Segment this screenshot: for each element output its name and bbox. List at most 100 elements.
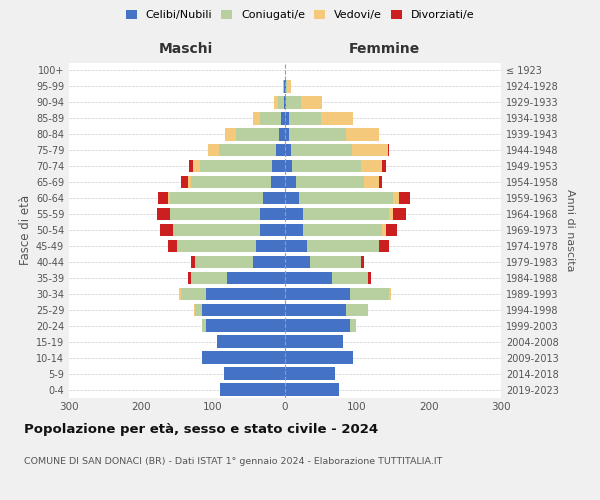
Bar	[194, 304, 195, 316]
Bar	[158, 192, 169, 204]
Bar	[310, 256, 361, 268]
Bar	[285, 240, 307, 252]
Bar	[195, 304, 202, 316]
Bar	[179, 288, 181, 300]
Bar	[188, 272, 191, 284]
Bar	[208, 144, 219, 156]
Bar	[200, 160, 272, 172]
Bar	[364, 176, 379, 188]
Bar	[225, 128, 236, 140]
Bar	[332, 272, 368, 284]
Bar	[191, 256, 195, 268]
Bar	[173, 224, 260, 236]
Bar	[379, 176, 382, 188]
Bar	[206, 288, 285, 300]
Bar	[379, 240, 389, 252]
Bar	[285, 272, 332, 284]
Bar	[256, 240, 285, 252]
Bar	[285, 80, 286, 92]
Bar	[389, 288, 391, 300]
Bar	[224, 368, 285, 380]
Bar	[227, 272, 285, 284]
Bar	[277, 144, 285, 156]
Bar	[191, 272, 227, 284]
Bar	[399, 192, 410, 204]
Bar	[157, 208, 170, 220]
Bar	[388, 144, 389, 156]
Bar	[191, 176, 271, 188]
Bar	[285, 256, 310, 268]
Bar	[260, 224, 285, 236]
Bar	[260, 112, 281, 124]
Bar	[263, 192, 285, 204]
Bar	[285, 352, 353, 364]
Bar	[272, 160, 285, 172]
Bar	[321, 112, 353, 124]
Bar	[285, 224, 303, 236]
Bar	[195, 256, 253, 268]
Bar	[284, 96, 285, 108]
Text: Popolazione per età, sesso e stato civile - 2024: Popolazione per età, sesso e stato civil…	[24, 422, 378, 436]
Bar	[169, 240, 177, 252]
Bar	[285, 144, 291, 156]
Bar	[285, 128, 289, 140]
Bar	[299, 192, 393, 204]
Bar	[181, 288, 206, 300]
Y-axis label: Fasce di età: Fasce di età	[19, 195, 32, 265]
Bar	[361, 160, 382, 172]
Bar	[289, 128, 346, 140]
Bar	[307, 240, 379, 252]
Bar	[188, 176, 191, 188]
Bar	[181, 176, 188, 188]
Bar	[279, 128, 285, 140]
Bar	[193, 160, 200, 172]
Bar	[284, 80, 285, 92]
Bar	[260, 208, 285, 220]
Bar	[368, 272, 371, 284]
Bar	[286, 80, 287, 92]
Text: Femmine: Femmine	[349, 42, 420, 56]
Bar	[382, 160, 386, 172]
Bar	[389, 208, 393, 220]
Bar	[285, 368, 335, 380]
Bar	[292, 160, 361, 172]
Bar	[169, 192, 170, 204]
Bar	[361, 256, 364, 268]
Bar	[286, 96, 301, 108]
Bar	[220, 384, 285, 396]
Bar	[296, 176, 364, 188]
Bar	[253, 112, 260, 124]
Bar	[170, 208, 260, 220]
Bar	[285, 320, 350, 332]
Bar	[303, 208, 389, 220]
Bar	[382, 224, 386, 236]
Bar	[202, 304, 285, 316]
Bar	[283, 80, 284, 92]
Bar	[352, 144, 388, 156]
Text: Maschi: Maschi	[158, 42, 213, 56]
Bar	[253, 256, 285, 268]
Bar	[393, 192, 399, 204]
Bar	[278, 96, 284, 108]
Bar	[350, 320, 356, 332]
Bar	[303, 224, 382, 236]
Bar	[170, 192, 263, 204]
Bar	[285, 384, 339, 396]
Bar	[219, 144, 277, 156]
Bar	[285, 160, 292, 172]
Bar	[285, 288, 350, 300]
Bar	[202, 320, 206, 332]
Bar	[346, 128, 379, 140]
Bar	[160, 224, 173, 236]
Bar	[177, 240, 256, 252]
Bar	[285, 112, 289, 124]
Bar	[189, 160, 193, 172]
Bar	[285, 192, 299, 204]
Text: COMUNE DI SAN DONACI (BR) - Dati ISTAT 1° gennaio 2024 - Elaborazione TUTTITALIA: COMUNE DI SAN DONACI (BR) - Dati ISTAT 1…	[24, 458, 442, 466]
Bar	[350, 288, 389, 300]
Bar	[287, 80, 291, 92]
Bar	[285, 208, 303, 220]
Y-axis label: Anni di nascita: Anni di nascita	[565, 188, 575, 271]
Bar	[289, 112, 321, 124]
Bar	[291, 144, 352, 156]
